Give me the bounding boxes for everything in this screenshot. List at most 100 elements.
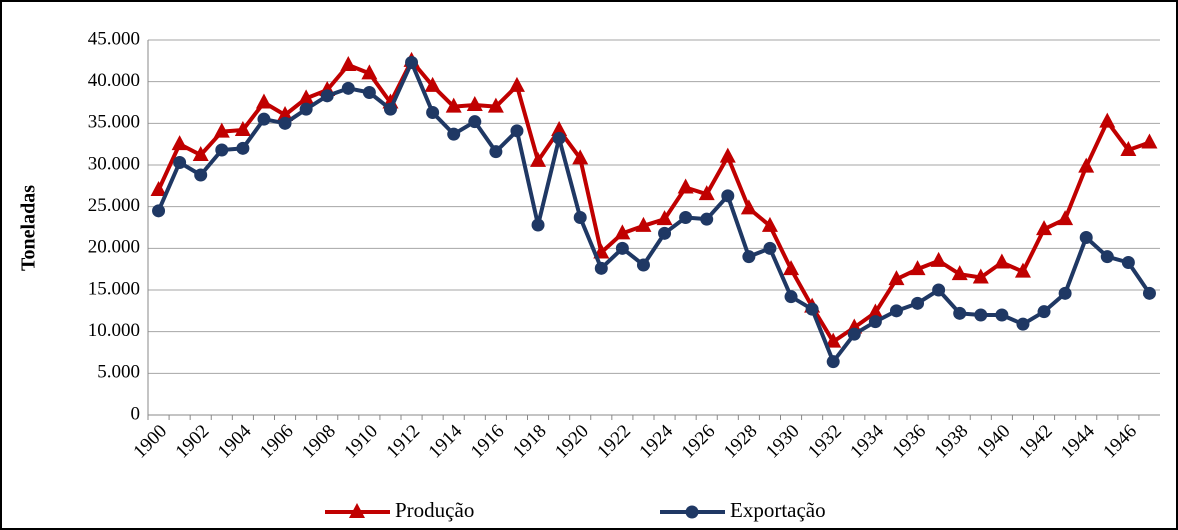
y-tick-label: 35.000 bbox=[88, 112, 140, 133]
x-tick-label: 1938 bbox=[931, 421, 973, 463]
data-point bbox=[953, 306, 967, 320]
y-tick-label: 15.000 bbox=[88, 278, 140, 299]
data-point bbox=[551, 121, 568, 136]
data-point bbox=[1121, 256, 1135, 269]
data-point bbox=[635, 216, 652, 232]
x-tick-label: 1932 bbox=[804, 421, 846, 463]
data-point bbox=[825, 332, 842, 348]
data-point bbox=[911, 296, 925, 310]
data-point bbox=[763, 241, 777, 255]
data-point bbox=[698, 185, 715, 201]
x-tick-label: 1934 bbox=[846, 420, 888, 462]
y-tick-label: 40.000 bbox=[88, 70, 140, 91]
data-point bbox=[1100, 250, 1114, 264]
data-point bbox=[510, 124, 524, 138]
data-point bbox=[889, 304, 903, 318]
data-point bbox=[489, 145, 503, 159]
data-point bbox=[1120, 141, 1137, 156]
data-point bbox=[826, 355, 840, 369]
data-point bbox=[487, 97, 504, 113]
data-point bbox=[340, 56, 357, 71]
data-point bbox=[1058, 286, 1072, 300]
data-point bbox=[868, 315, 882, 329]
data-point bbox=[1079, 231, 1093, 244]
data-point bbox=[468, 115, 482, 129]
x-tick-label: 1912 bbox=[382, 421, 424, 463]
x-tick-label: 1908 bbox=[298, 421, 340, 463]
data-point bbox=[171, 135, 188, 151]
data-point bbox=[1142, 286, 1156, 300]
data-point bbox=[424, 76, 441, 92]
data-point bbox=[405, 56, 419, 69]
y-tick-label: 30.000 bbox=[88, 153, 140, 174]
data-point bbox=[656, 210, 673, 226]
data-point bbox=[572, 149, 589, 165]
data-point bbox=[298, 89, 315, 105]
data-point bbox=[658, 226, 672, 240]
data-point bbox=[995, 308, 1009, 322]
data-point bbox=[888, 270, 905, 286]
data-point bbox=[150, 181, 167, 196]
data-point bbox=[236, 141, 250, 155]
x-tick-label: 1914 bbox=[425, 420, 467, 462]
x-tick-label: 1930 bbox=[762, 421, 804, 463]
data-point bbox=[614, 224, 631, 240]
x-tick-label: 1910 bbox=[340, 421, 382, 463]
data-point bbox=[213, 122, 230, 138]
legend-marker bbox=[685, 505, 699, 519]
x-tick-label: 1920 bbox=[551, 421, 593, 463]
data-point bbox=[867, 303, 884, 319]
data-point bbox=[784, 290, 798, 304]
data-point bbox=[1078, 157, 1095, 173]
legend-label: Exportação bbox=[730, 498, 826, 522]
data-point bbox=[255, 93, 272, 109]
data-point bbox=[677, 178, 694, 194]
data-point bbox=[152, 204, 166, 218]
data-point bbox=[974, 308, 988, 322]
data-point bbox=[721, 189, 735, 203]
data-point bbox=[1099, 112, 1116, 128]
data-point bbox=[740, 199, 757, 215]
data-point bbox=[636, 258, 650, 272]
y-axis-title: Toneladas bbox=[18, 185, 40, 271]
data-point bbox=[761, 216, 778, 232]
data-point bbox=[320, 89, 334, 103]
data-point bbox=[805, 302, 819, 316]
data-point bbox=[383, 102, 397, 116]
y-tick-label: 5.000 bbox=[97, 362, 140, 383]
data-point bbox=[194, 168, 208, 182]
x-tick-label: 1946 bbox=[1099, 421, 1141, 463]
data-point bbox=[530, 151, 547, 167]
x-tick-label: 1936 bbox=[888, 421, 930, 463]
data-point bbox=[215, 143, 229, 157]
data-point bbox=[173, 156, 187, 169]
y-tick-label: 0 bbox=[131, 403, 141, 424]
x-tick-label: 1940 bbox=[973, 421, 1015, 463]
data-point bbox=[783, 260, 800, 276]
data-point bbox=[192, 146, 209, 161]
data-point bbox=[234, 121, 251, 136]
data-point bbox=[277, 106, 294, 121]
x-tick-label: 1922 bbox=[593, 421, 635, 463]
data-point bbox=[278, 116, 292, 130]
data-point bbox=[573, 211, 587, 224]
y-tick-label: 20.000 bbox=[88, 237, 140, 258]
data-point bbox=[1016, 317, 1030, 331]
data-point bbox=[909, 260, 926, 276]
data-point bbox=[719, 147, 736, 163]
data-point bbox=[299, 102, 313, 116]
data-point bbox=[594, 261, 608, 275]
data-point bbox=[341, 81, 355, 95]
data-point bbox=[972, 268, 989, 284]
x-tick-label: 1942 bbox=[1015, 421, 1057, 463]
data-point bbox=[361, 64, 378, 80]
data-point bbox=[257, 112, 271, 126]
data-point bbox=[847, 327, 861, 341]
data-point bbox=[1141, 133, 1158, 149]
x-tick-label: 1918 bbox=[509, 421, 551, 463]
x-tick-label: 1900 bbox=[129, 421, 171, 463]
data-point bbox=[932, 283, 946, 297]
data-point bbox=[466, 96, 483, 111]
